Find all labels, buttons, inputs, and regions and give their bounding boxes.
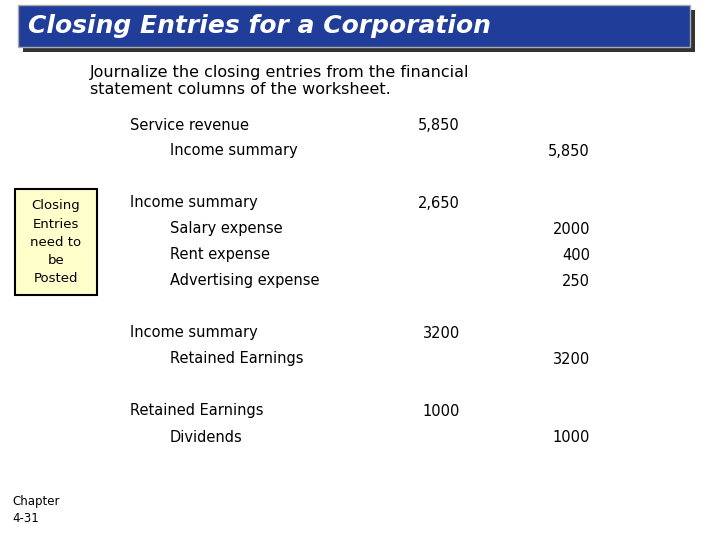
Text: Retained Earnings: Retained Earnings <box>130 403 264 418</box>
Text: 250: 250 <box>562 273 590 288</box>
Text: 3200: 3200 <box>553 352 590 367</box>
Text: Closing Entries for a Corporation: Closing Entries for a Corporation <box>28 14 491 38</box>
Text: Dividends: Dividends <box>170 429 243 444</box>
Text: Salary expense: Salary expense <box>170 221 283 237</box>
Text: 5,850: 5,850 <box>418 118 460 132</box>
Text: 5,850: 5,850 <box>548 144 590 159</box>
Text: Income summary: Income summary <box>130 326 258 341</box>
Text: Chapter
4-31: Chapter 4-31 <box>12 495 60 525</box>
Text: 2,650: 2,650 <box>418 195 460 211</box>
Bar <box>15 189 97 295</box>
Text: Advertising expense: Advertising expense <box>170 273 320 288</box>
Text: 3200: 3200 <box>423 326 460 341</box>
Text: 400: 400 <box>562 247 590 262</box>
Text: 2000: 2000 <box>552 221 590 237</box>
Text: 1000: 1000 <box>423 403 460 418</box>
Text: Journalize the closing entries from the financial: Journalize the closing entries from the … <box>90 64 469 79</box>
Text: Service revenue: Service revenue <box>130 118 249 132</box>
Bar <box>23 10 695 52</box>
Bar <box>18 5 690 47</box>
Text: Income summary: Income summary <box>130 195 258 211</box>
Text: Closing
Entries
need to
be
Posted: Closing Entries need to be Posted <box>30 199 81 285</box>
Text: Rent expense: Rent expense <box>170 247 270 262</box>
Text: Income summary: Income summary <box>170 144 298 159</box>
Text: statement columns of the worksheet.: statement columns of the worksheet. <box>90 83 391 98</box>
Text: Retained Earnings: Retained Earnings <box>170 352 304 367</box>
Text: 1000: 1000 <box>553 429 590 444</box>
